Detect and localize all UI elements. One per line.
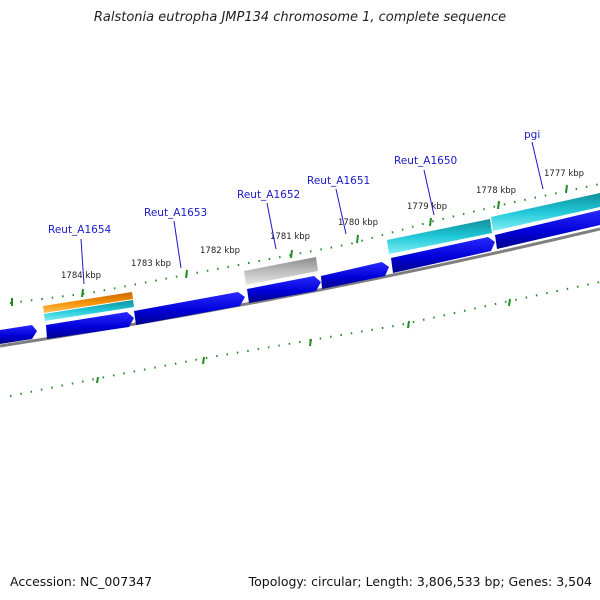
gene-labels: Reut_A1654 Reut_A1653 Reut_A1652 Reut_A1… xyxy=(48,129,540,236)
cds-arrow[interactable] xyxy=(391,237,495,273)
cds-arrow[interactable] xyxy=(0,325,37,344)
genome-stats-text: Topology: circular; Length: 3,806,533 bp… xyxy=(248,574,592,589)
cds-arrow[interactable] xyxy=(46,312,134,339)
cds-arrow[interactable] xyxy=(134,292,245,325)
gene-label[interactable]: Reut_A1650 xyxy=(394,155,457,167)
position-label: 1777 kbp xyxy=(544,169,584,179)
position-label: 1778 kbp xyxy=(476,186,516,196)
cyan-feature[interactable] xyxy=(387,219,492,254)
position-label: 1780 kbp xyxy=(338,218,378,228)
gene-label[interactable]: pgi xyxy=(524,129,540,141)
feature-track xyxy=(43,193,600,321)
gene-label[interactable]: Reut_A1654 xyxy=(48,224,112,236)
gene-leaders xyxy=(80,141,544,285)
gray-feature[interactable] xyxy=(244,257,318,285)
gene-label[interactable]: Reut_A1652 xyxy=(237,189,300,201)
cds-arrow[interactable] xyxy=(321,262,389,289)
accession-text: Accession: NC_007347 xyxy=(10,574,153,589)
position-label: 1783 kbp xyxy=(131,259,171,269)
cds-track xyxy=(0,210,600,344)
orange-feature[interactable] xyxy=(43,292,133,313)
gene-label[interactable]: Reut_A1653 xyxy=(144,207,207,219)
position-label: 1782 kbp xyxy=(200,246,240,256)
position-label: 1781 kbp xyxy=(270,232,310,242)
cyan-feature[interactable] xyxy=(491,193,600,231)
cds-arrow[interactable] xyxy=(495,210,600,249)
position-labels: 1784 kbp 1783 kbp 1782 kbp 1781 kbp 1780… xyxy=(61,169,584,281)
gene-label[interactable]: Reut_A1651 xyxy=(307,175,370,187)
cds-arrow[interactable] xyxy=(247,276,321,303)
position-label: 1784 kbp xyxy=(61,271,101,281)
position-label: 1779 kbp xyxy=(407,202,447,212)
outer-scale-ring xyxy=(9,183,600,306)
inner-scale-ring xyxy=(9,281,600,397)
map-title: Ralstonia eutropha JMP134 chromosome 1, … xyxy=(93,10,507,25)
cyan-feature[interactable] xyxy=(44,300,134,321)
